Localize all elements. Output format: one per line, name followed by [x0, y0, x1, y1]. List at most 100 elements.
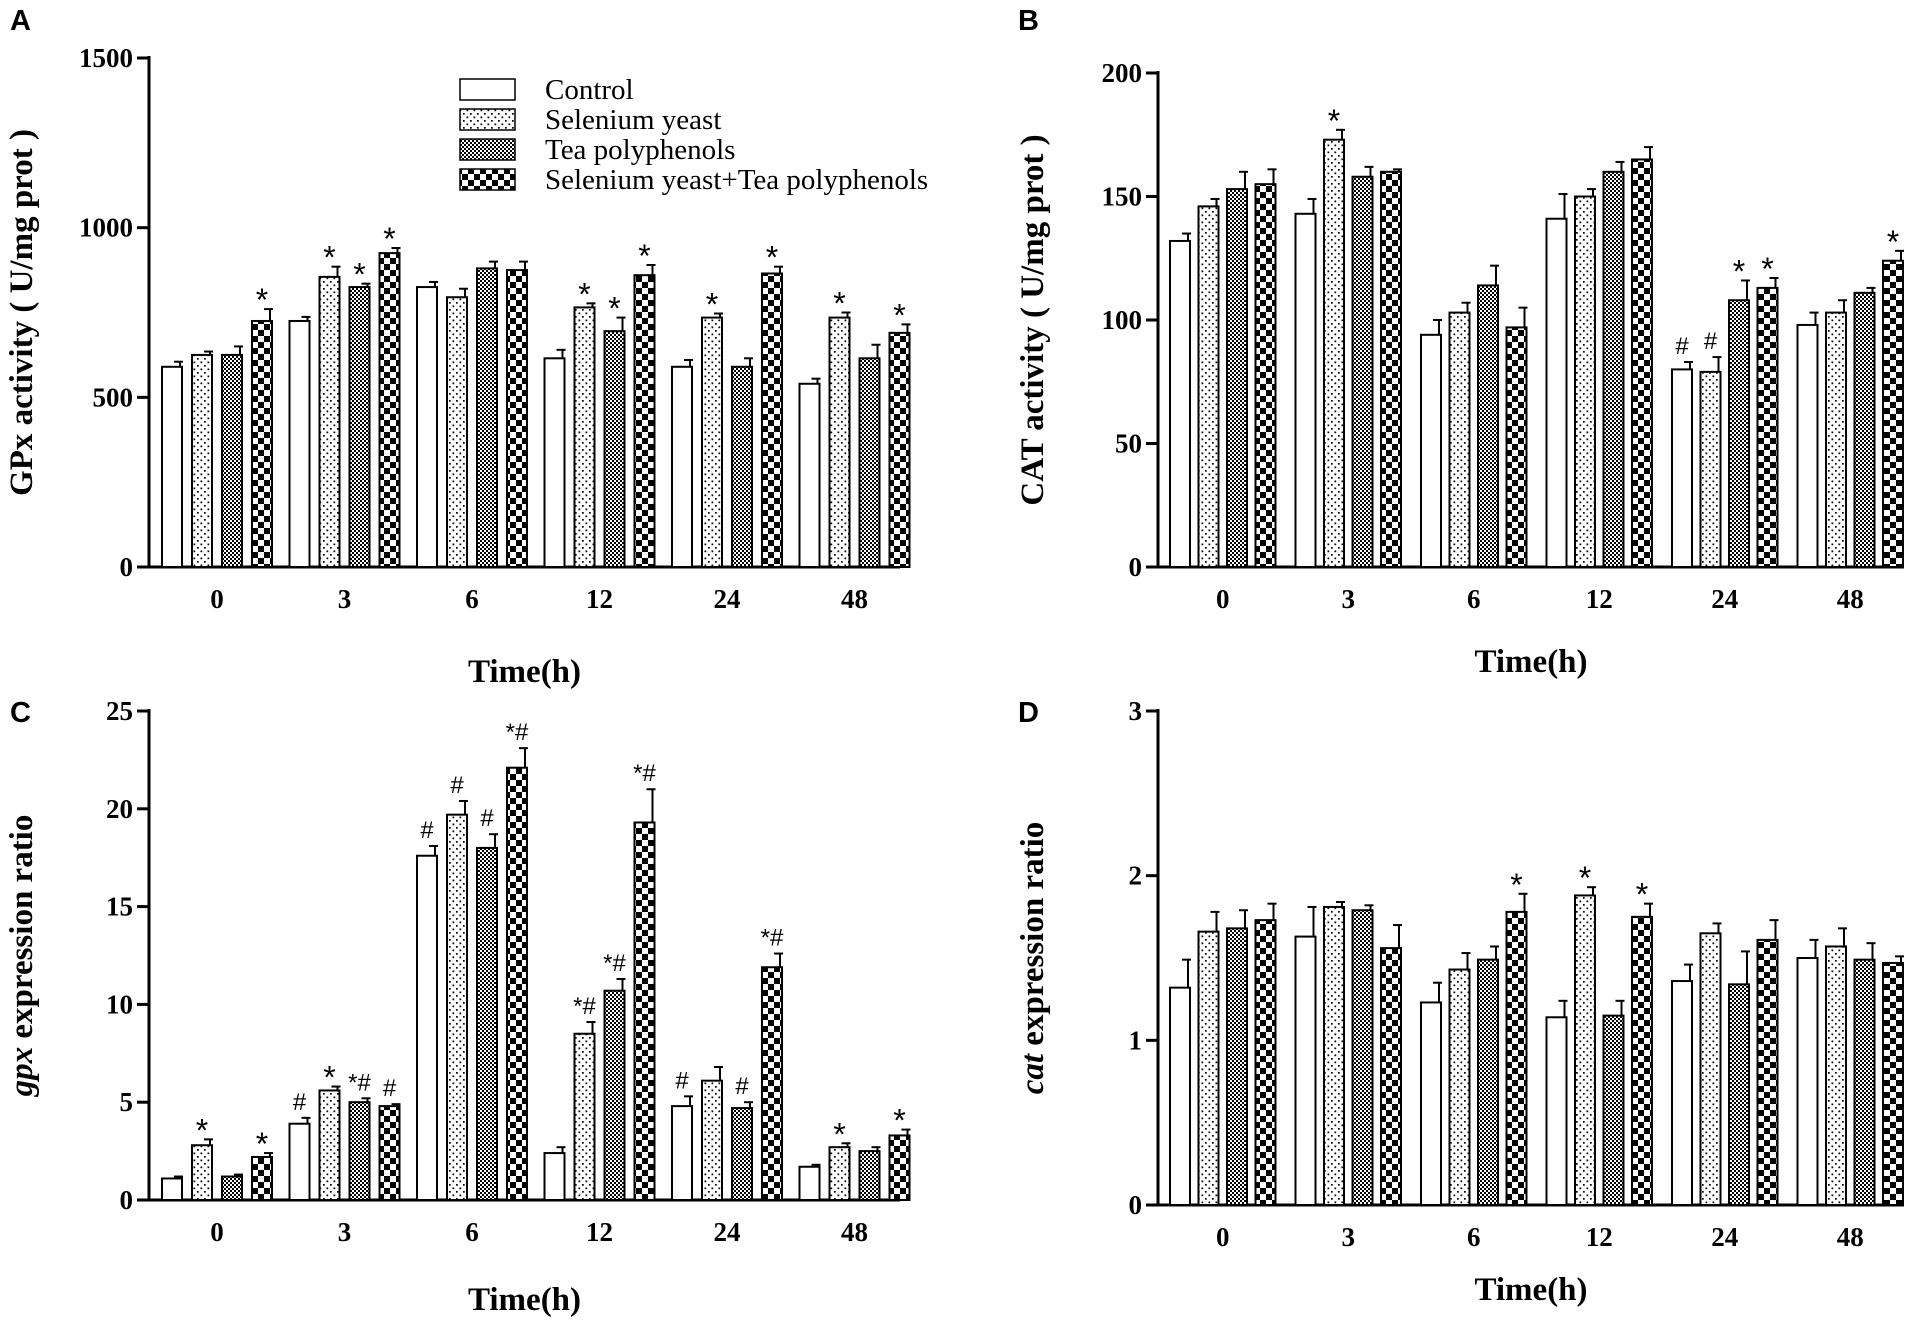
- bar-d-24h-s0: [1671, 980, 1693, 1207]
- bar-d-24h-s1: [1699, 932, 1722, 1206]
- y-axis-title-italic: gpx: [4, 1047, 40, 1098]
- significance-mark: #: [675, 1067, 689, 1094]
- bar-d-48h-s3: [1882, 961, 1904, 1206]
- bar-d-0h-s1: [1197, 930, 1220, 1206]
- significance-mark: *: [1733, 253, 1745, 289]
- bar-b-12h-s1: [1574, 195, 1596, 568]
- y-tick-label: 0: [1129, 1190, 1143, 1220]
- significance-mark: *#: [573, 993, 596, 1020]
- bar-c-12h-s3: [633, 821, 656, 1201]
- y-tick-label: 2: [1129, 861, 1143, 891]
- x-tick-label: 6: [1467, 1222, 1481, 1252]
- chart-panel-b: B 0 50 100 150 200 CAT activity ( U/mg prot ) 0…: [1015, 5, 1904, 680]
- bar-d-24h-s3: [1756, 938, 1779, 1206]
- x-tick-label: 0: [210, 1217, 224, 1247]
- y-tick-label: 10: [106, 989, 133, 1019]
- y-axis-title: gpx expression ratio: [4, 815, 40, 1098]
- bar-c-24h-s2: [731, 1107, 753, 1201]
- bar-b-24h-s1: [1699, 370, 1722, 568]
- bar-b-3h-s3: [1380, 170, 1402, 569]
- x-tick-label: 3: [1342, 1222, 1356, 1252]
- significance-mark: #: [1675, 333, 1689, 360]
- bar-b-48h-s0: [1796, 323, 1819, 568]
- bar-a-24h-s3: [761, 272, 783, 568]
- bar-b-3h-s2: [1351, 175, 1374, 569]
- y-tick-label: 25: [106, 696, 133, 726]
- significance-mark: *: [893, 297, 905, 333]
- significance-mark: *: [1328, 103, 1340, 139]
- y-axis-title-italic: cat: [1015, 1053, 1051, 1094]
- significance-mark: *: [383, 221, 395, 257]
- significance-mark: *: [1761, 251, 1773, 287]
- significance-mark: #: [293, 1089, 307, 1116]
- y-tick-label: 0: [120, 1185, 134, 1215]
- bar-c-0h-s0: [161, 1177, 183, 1202]
- panel-letter: A: [10, 5, 31, 37]
- bar-d-6h-s1: [1448, 968, 1471, 1206]
- x-tick-label: 48: [1837, 1222, 1864, 1252]
- legend-label: Selenium yeast: [545, 104, 721, 136]
- legend-swatch: [459, 108, 516, 131]
- x-tick-label: 12: [586, 1217, 613, 1247]
- y-tick-label: 200: [1102, 58, 1143, 88]
- bar-c-6h-s2: [476, 846, 498, 1201]
- bar-b-24h-s2: [1728, 299, 1750, 568]
- bar-a-0h-s3: [251, 319, 273, 568]
- y-axis-title: CAT activity ( U/mg prot ): [1015, 134, 1051, 505]
- bar-b-48h-s2: [1853, 291, 1876, 568]
- bar-c-0h-s2: [221, 1175, 243, 1201]
- bar-b-6h-s3: [1505, 326, 1528, 568]
- y-tick-label: 50: [1115, 429, 1142, 459]
- significance-mark: #: [480, 805, 494, 832]
- bar-b-0h-s0: [1169, 239, 1191, 569]
- significance-mark: *: [706, 287, 718, 323]
- legend-swatch: [459, 138, 516, 161]
- significance-mark: #: [383, 1075, 397, 1102]
- x-tick-label: 6: [465, 584, 479, 614]
- significance-mark: *: [608, 291, 620, 327]
- y-axis-title-text: GPx activity ( U/mg prot ): [4, 129, 40, 496]
- panel-letter: C: [10, 697, 31, 729]
- significance-mark: #: [1704, 328, 1718, 355]
- bar-a-0h-s0: [161, 365, 183, 568]
- bar-b-0h-s2: [1226, 188, 1248, 568]
- legend-swatch: [459, 168, 516, 191]
- bar-d-0h-s2: [1226, 927, 1248, 1206]
- bar-c-12h-s0: [543, 1152, 566, 1202]
- significance-mark: *: [256, 1126, 268, 1162]
- x-tick-label: 24: [1711, 584, 1738, 614]
- bar-b-48h-s3: [1882, 259, 1904, 568]
- bar-d-6h-s3: [1505, 910, 1528, 1206]
- y-axis-title-text: expression ratio: [1015, 822, 1051, 1054]
- significance-mark: #: [450, 772, 464, 799]
- y-axis-title: GPx activity ( U/mg prot ): [4, 129, 40, 496]
- significance-mark: *: [1887, 224, 1899, 260]
- bar-c-6h-s1: [446, 813, 468, 1202]
- bar-b-48h-s1: [1825, 311, 1847, 568]
- significance-mark: *: [766, 240, 778, 276]
- y-tick-label: 5: [120, 1087, 134, 1117]
- bar-a-48h-s2: [858, 357, 881, 568]
- y-axis-title-text: expression ratio: [4, 815, 40, 1047]
- bar-d-3h-s2: [1351, 909, 1374, 1206]
- legend-swatch: [459, 78, 516, 101]
- bar-d-3h-s0: [1294, 935, 1317, 1206]
- bar-c-48h-s2: [858, 1150, 881, 1201]
- bar-c-12h-s2: [603, 989, 626, 1202]
- x-axis-title: Time(h): [1474, 644, 1587, 680]
- x-tick-label: 12: [1586, 1222, 1613, 1252]
- bar-d-6h-s2: [1477, 958, 1499, 1206]
- x-tick-label: 0: [1216, 1222, 1230, 1252]
- bar-a-0h-s2: [221, 353, 243, 568]
- bar-a-3h-s1: [318, 275, 341, 568]
- x-tick-label: 3: [1342, 584, 1356, 614]
- bar-d-12h-s1: [1574, 894, 1596, 1207]
- y-tick-label: 1500: [79, 43, 133, 73]
- bar-b-0h-s1: [1197, 205, 1220, 568]
- bar-c-24h-s1: [701, 1079, 723, 1201]
- bar-c-3h-s3: [378, 1105, 401, 1202]
- bar-c-6h-s0: [416, 854, 438, 1202]
- bar-a-48h-s0: [798, 382, 821, 569]
- bar-d-3h-s3: [1380, 947, 1402, 1206]
- bar-a-12h-s2: [603, 330, 626, 568]
